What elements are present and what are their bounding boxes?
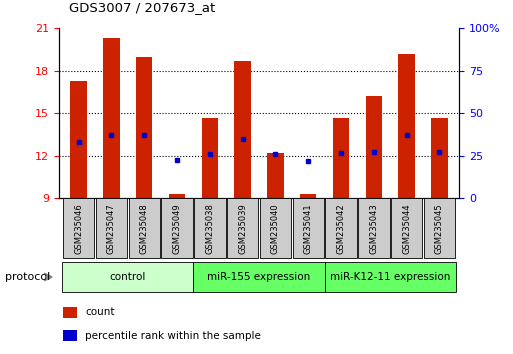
Bar [325,198,357,258]
Text: control: control [110,272,146,282]
Text: GSM235040: GSM235040 [271,203,280,254]
Bar [399,54,415,198]
Bar [227,198,259,258]
Text: GSM235038: GSM235038 [205,203,214,254]
Bar [63,307,77,318]
Text: GSM235043: GSM235043 [369,203,379,254]
Bar [193,262,325,292]
Text: protocol: protocol [5,272,50,282]
Bar [63,330,77,341]
Bar [431,118,448,198]
Text: GSM235045: GSM235045 [435,203,444,254]
Bar [325,262,456,292]
Text: GSM235048: GSM235048 [140,203,149,254]
Bar [267,153,284,198]
Text: percentile rank within the sample: percentile rank within the sample [85,331,261,341]
Bar [391,198,422,258]
Text: GSM235049: GSM235049 [172,203,182,254]
Bar [424,198,455,258]
Bar [129,198,160,258]
Bar [260,198,291,258]
Text: GSM235044: GSM235044 [402,203,411,254]
Bar [333,118,349,198]
Text: GSM235039: GSM235039 [238,203,247,254]
Bar [366,96,382,198]
Bar [234,61,251,198]
Bar [169,194,185,198]
Text: count: count [85,307,114,317]
Text: miR-155 expression: miR-155 expression [207,272,311,282]
Text: GSM235047: GSM235047 [107,203,116,254]
Text: GSM235042: GSM235042 [337,203,346,254]
Bar [358,198,389,258]
Bar [194,198,226,258]
Text: GDS3007 / 207673_at: GDS3007 / 207673_at [69,1,215,14]
Bar [70,81,87,198]
Text: GSM235041: GSM235041 [304,203,313,254]
Text: GSM235046: GSM235046 [74,203,83,254]
Bar [161,198,193,258]
Bar [96,198,127,258]
Bar [63,198,94,258]
Bar [62,262,193,292]
Bar [202,118,218,198]
Bar [103,38,120,198]
Bar [292,198,324,258]
Bar [136,57,152,198]
Text: miR-K12-11 expression: miR-K12-11 expression [330,272,450,282]
Bar [300,194,317,198]
